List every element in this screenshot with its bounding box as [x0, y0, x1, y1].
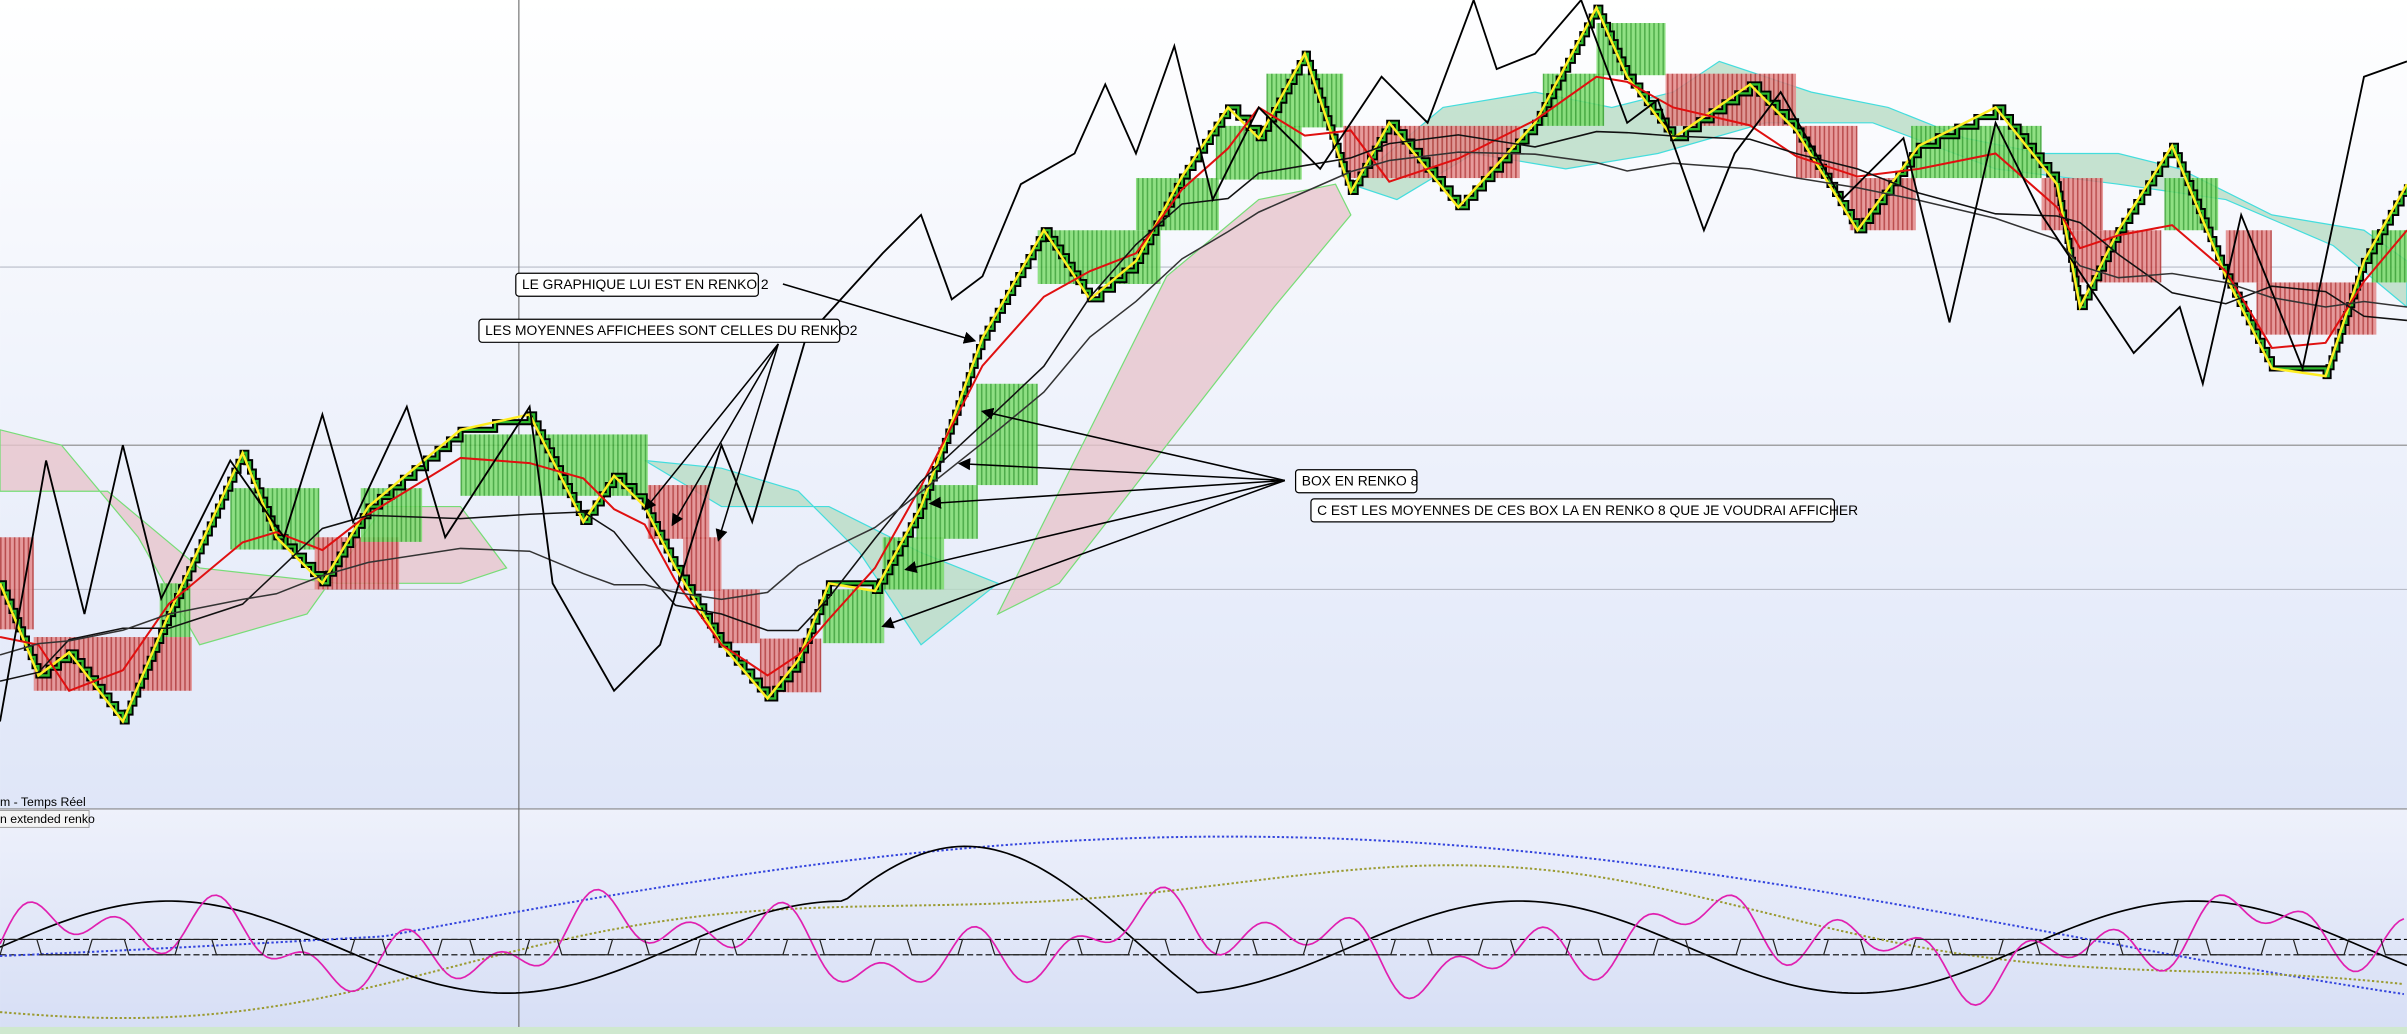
panel-label: n extended renko — [0, 812, 95, 826]
ma-red — [0, 75, 2407, 692]
bottom-strip — [0, 1026, 2407, 1034]
callouts: LE GRAPHIQUE LUI EST EN RENKO 2 LES MOYE… — [478, 272, 1858, 523]
oscillators — [0, 835, 2407, 1020]
callout-box — [1294, 469, 1418, 494]
osc-step — [0, 938, 2404, 956]
arrow — [715, 343, 780, 542]
cloud — [996, 183, 1352, 616]
osc-black — [0, 845, 2407, 995]
panel-label: m - Temps Réel — [0, 795, 86, 809]
renko8-box — [1542, 73, 1605, 126]
arrow — [928, 479, 1285, 509]
renko8-box — [822, 589, 885, 644]
callout-text: BOX EN RENKO 8 — [1302, 473, 1419, 489]
arrow — [957, 458, 1285, 482]
renko2-bricks-up — [0, 6, 2407, 723]
arrow — [881, 479, 1286, 629]
ma-black-slower — [0, 151, 2407, 656]
arrow — [782, 283, 977, 344]
arrow — [671, 343, 779, 527]
price-zigzag — [0, 0, 2407, 722]
arrow — [904, 479, 1286, 574]
renko8-box — [759, 638, 822, 693]
annotations — [643, 283, 1286, 629]
osc-blue — [0, 835, 2405, 996]
cloud — [644, 459, 1000, 646]
arrow — [643, 343, 779, 511]
ma-black-slow — [0, 130, 2407, 682]
renko8-box — [2041, 178, 2104, 231]
arrow — [980, 407, 1286, 482]
callout-text: C EST LES MOYENNES DE CES BOX LA EN RENK… — [1317, 502, 1858, 518]
callout-box — [1310, 498, 1836, 523]
callout-text: LE GRAPHIQUE LUI EST EN RENKO 2 — [522, 276, 769, 292]
callout-box — [515, 272, 759, 297]
indicator-panel — [0, 808, 2407, 1034]
ma-yellow — [0, 4, 2407, 724]
price-lines — [0, 0, 2407, 725]
renko8-box — [976, 383, 1038, 486]
callout-text: LES MOYENNES AFFICHEES SONT CELLES DU RE… — [485, 322, 857, 338]
price-panel — [0, 0, 2407, 809]
panel-label-box — [0, 810, 90, 828]
callout-box — [478, 318, 841, 343]
osc-magenta — [0, 886, 2405, 1006]
